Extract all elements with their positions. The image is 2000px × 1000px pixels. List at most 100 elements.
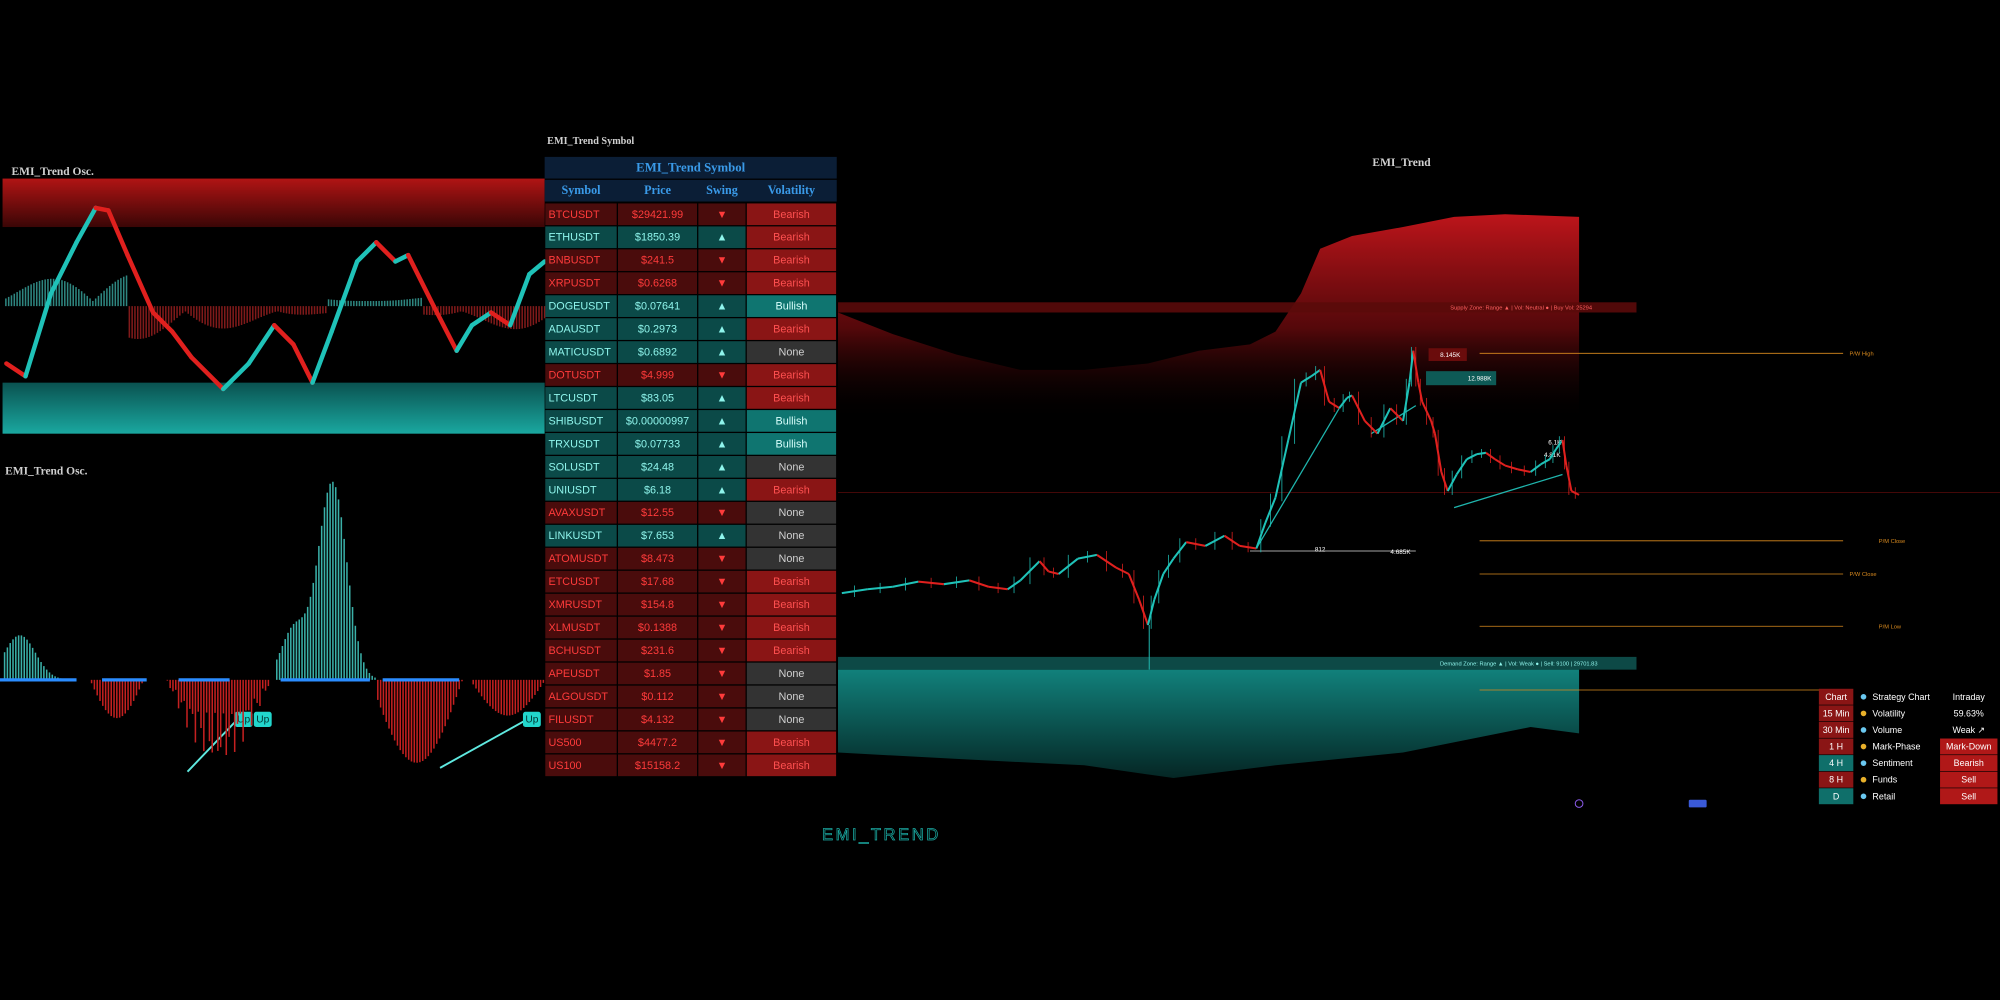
histogram-bar [43, 666, 45, 680]
histogram-bar [141, 679, 143, 684]
histogram-bar [312, 582, 315, 680]
table-cell [545, 478, 617, 501]
histogram-bar [441, 679, 444, 733]
table-cell [698, 364, 746, 386]
histogram-bar [97, 295, 100, 307]
panel-title: EMI_Trend Osc. [5, 466, 88, 478]
signal-badge [253, 711, 272, 728]
histogram-bar [440, 306, 442, 315]
cell-volatility: Bearish [773, 392, 810, 404]
histogram-bar [167, 306, 170, 325]
histogram-bar [452, 679, 455, 705]
histogram-bar [462, 306, 465, 312]
histogram-bar [381, 300, 383, 307]
table-row: UNIUSDT $6.18 ▲ Bearish [545, 478, 837, 501]
cell-volatility: Bullish [776, 415, 808, 427]
table-cell [698, 685, 746, 708]
cell-symbol: US100 [548, 760, 581, 772]
table-row: ALGOUSDT $0.112 ▼ None [545, 685, 837, 708]
histogram-bar [245, 679, 247, 711]
icon [1860, 793, 1867, 800]
histogram-bar [287, 632, 289, 680]
histogram-bar [478, 679, 480, 693]
cell-symbol: DOTUSDT [548, 369, 601, 381]
cell-swing: ▼ [717, 278, 728, 290]
demand-zone-label: Demand Zone: Range ▲ | Vol: Weak ● | Sel… [1440, 661, 1597, 667]
histogram-bar [23, 636, 25, 680]
oscillator-line [329, 259, 360, 334]
histogram-bar [83, 293, 86, 307]
histogram-bar [233, 679, 236, 752]
histogram-bar [393, 679, 396, 741]
histogram-bar [444, 679, 446, 727]
cell-swing: ▼ [717, 737, 728, 749]
cell-price: $8.473 [641, 553, 674, 565]
histogram-bar [31, 647, 34, 680]
histogram-bar [475, 679, 477, 689]
supply-zone-label: Supply Zone: Range ▲ | Vol: Neutral ● | … [1450, 306, 1593, 312]
table-row: AVAXUSDT $12.55 ▼ None [545, 501, 837, 524]
histogram-bar [454, 306, 456, 314]
histogram-bar [377, 679, 379, 700]
oscillator-bottom: EMI_Trend Osc. Up Up Up [0, 466, 545, 773]
cell-volatility: None [779, 530, 805, 542]
table-cell [698, 639, 746, 662]
table-cell [545, 685, 617, 708]
icon [1860, 710, 1867, 717]
histogram-bar [430, 679, 432, 753]
histogram-bar [222, 679, 225, 714]
histogram-bar [308, 306, 310, 315]
cell-volatility: None [779, 691, 805, 703]
histogram-bar [427, 679, 430, 757]
oversold-band [2, 382, 545, 434]
histogram-bar [355, 300, 358, 307]
icon [1860, 743, 1867, 750]
histogram-bar [492, 679, 494, 709]
histogram-bar [514, 679, 517, 714]
chart-title: EMI_Trend [1372, 157, 1431, 169]
swing-line [1370, 405, 1417, 435]
table-cell [698, 433, 746, 455]
histogram-bar [343, 538, 345, 680]
histogram-bar [189, 679, 191, 709]
table-cell [545, 249, 617, 272]
cell-swing: ▼ [717, 691, 728, 703]
histogram-bar [221, 306, 223, 329]
cell-volatility: None [779, 668, 805, 680]
table-cell [617, 662, 698, 685]
timeframe-cell [1818, 721, 1854, 738]
histogram-bar [90, 679, 93, 684]
histogram-bar [456, 306, 459, 313]
cell-symbol: XMRUSDT [548, 599, 602, 611]
cell-swing: ▼ [717, 668, 728, 680]
histogram-bar [113, 679, 115, 718]
histogram-bar [382, 679, 385, 715]
table-cell [545, 754, 617, 777]
histogram-bar [337, 499, 340, 680]
histogram-bar [378, 300, 380, 307]
table-cell [698, 341, 746, 363]
histogram-bar [353, 300, 355, 307]
histogram-bar [236, 679, 239, 724]
histogram-bar [347, 300, 349, 307]
histogram-bar [33, 283, 35, 307]
table-row: XRPUSDT $0.6268 ▼ Bearish [545, 272, 837, 295]
cell-volatility: None [779, 347, 805, 359]
table-cell [698, 616, 746, 639]
histogram-bar [330, 299, 333, 307]
cell-volatility: Bearish [773, 209, 810, 221]
timeframe: 1 H [1829, 742, 1843, 752]
histogram-bar [329, 483, 331, 680]
histogram-bar [260, 306, 262, 318]
level-label: P/W High [1849, 351, 1873, 357]
icon [1860, 694, 1867, 700]
histogram-bar [197, 679, 199, 712]
timeframe-cell [1818, 788, 1854, 805]
histogram-bar [153, 306, 156, 335]
histogram-bar [47, 279, 49, 307]
histogram-bar [354, 625, 357, 680]
table-cell [617, 731, 698, 754]
cell-volatility: Bearish [773, 760, 810, 772]
histogram-bar [218, 306, 220, 329]
oscillator-line [291, 342, 315, 385]
